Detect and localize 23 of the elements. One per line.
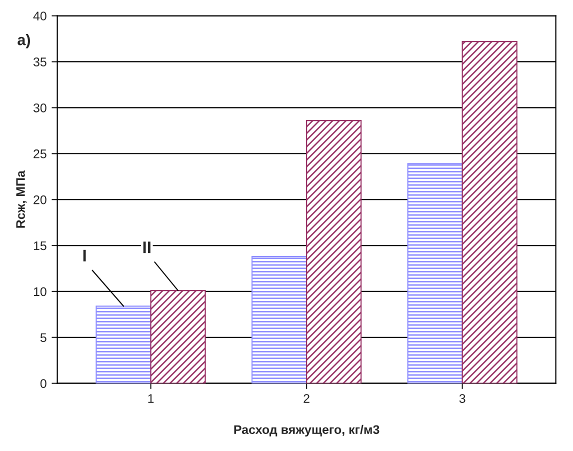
y-axis-title: Rсж, МПа <box>16 170 27 228</box>
x-tick-label: 3 <box>459 394 466 403</box>
bar <box>96 306 152 384</box>
text: I <box>83 250 86 262</box>
x-axis-title: Расход вяжущего, кг/м3 <box>234 424 380 437</box>
y-tick-label: 0 <box>40 379 46 388</box>
y-tick-label: 40 <box>33 12 46 20</box>
bar <box>306 120 362 384</box>
bar <box>150 290 206 384</box>
y-tick-label: 20 <box>34 195 46 204</box>
text: а) <box>18 34 30 48</box>
y-tick-label: 30 <box>33 103 46 112</box>
x-tick-label: 2 <box>304 394 310 403</box>
y-tick-label: 10 <box>34 287 46 296</box>
y-tick-label: 5 <box>40 333 46 342</box>
bar <box>251 256 308 384</box>
y-tick-label: 15 <box>34 241 46 250</box>
x-tick-label: 1 <box>148 394 154 403</box>
bar <box>462 40 518 384</box>
bar <box>407 163 463 384</box>
y-tick-label: 25 <box>34 149 46 158</box>
text: II <box>143 242 150 254</box>
y-tick-label: 35 <box>33 58 46 66</box>
